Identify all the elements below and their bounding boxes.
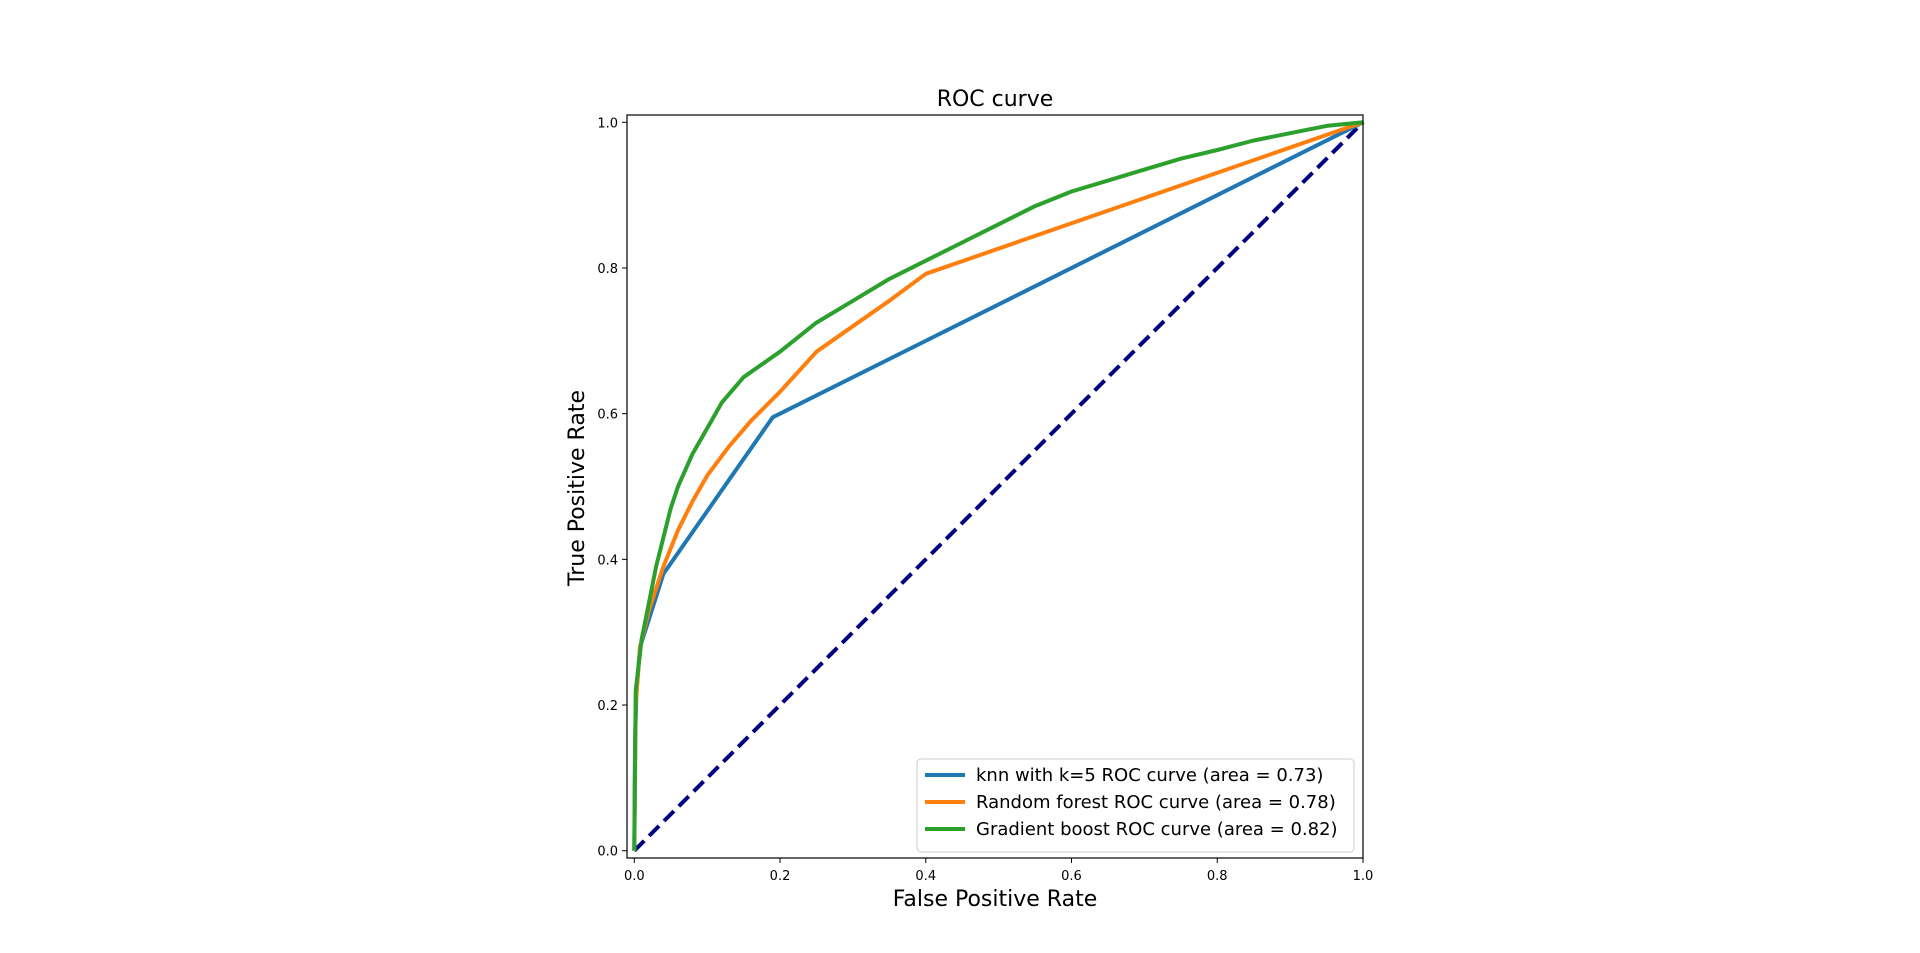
- x-axis-label: False Positive Rate: [893, 887, 1097, 912]
- reference-diagonal-line: [632, 120, 1365, 853]
- plot-frame: [626, 114, 1364, 859]
- y-axis-label: True Positive Rate: [565, 390, 590, 587]
- plot-area: [632, 120, 1365, 853]
- y-tick-label: 0.4: [597, 553, 618, 568]
- legend-label-2: Gradient boost ROC curve (area = 0.82): [976, 819, 1338, 840]
- y-tick-label: 0.0: [597, 845, 618, 860]
- y-tick-label: 0.2: [597, 699, 618, 714]
- legend-label-0: knn with k=5 ROC curve (area = 0.73): [976, 765, 1323, 786]
- x-tick-label: 0.6: [1061, 869, 1082, 884]
- legend-box: [916, 758, 1355, 853]
- x-tick-label: 0.4: [915, 869, 936, 884]
- y-tick-label: 1.0: [597, 116, 618, 131]
- x-tick-label: 1.0: [1353, 869, 1374, 884]
- x-tick-label: 0.8: [1207, 869, 1228, 884]
- legend: knn with k=5 ROC curve (area = 0.73) Rand…: [916, 758, 1355, 853]
- y-tick-label: 0.8: [597, 262, 618, 277]
- x-tick-label: 0.2: [770, 869, 791, 884]
- y-axis: 0.0 0.2 0.4 0.6 0.8 1.0: [597, 116, 627, 860]
- chart-title: ROC curve: [937, 87, 1054, 112]
- x-axis: 0.0 0.2 0.4 0.6 0.8 1.0: [624, 858, 1373, 884]
- legend-label-1: Random forest ROC curve (area = 0.78): [976, 792, 1336, 813]
- series-line-2: [632, 120, 1364, 851]
- y-tick-label: 0.6: [597, 408, 618, 423]
- x-tick-label: 0.0: [624, 869, 645, 884]
